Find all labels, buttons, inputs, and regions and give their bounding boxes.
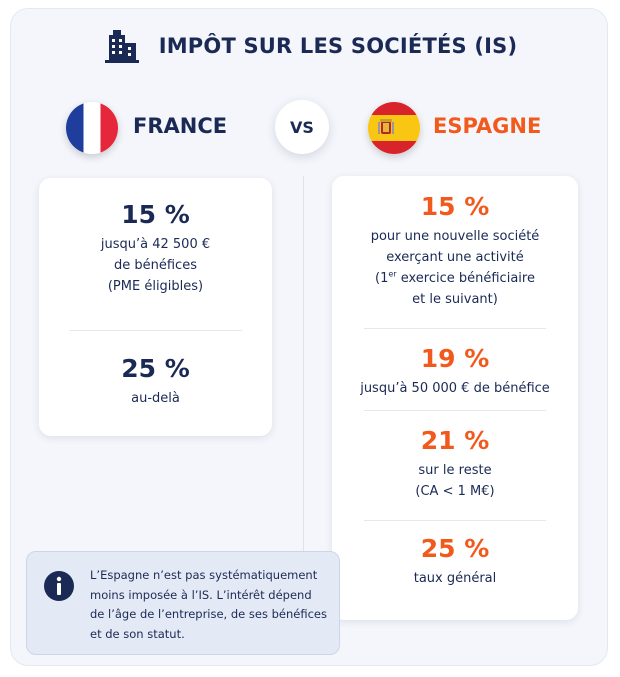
- separator: [364, 328, 546, 329]
- separator: [364, 410, 546, 411]
- spain-rate: 25 %: [420, 534, 490, 563]
- country-row: FRANCE VS ESPAGNE: [0, 100, 620, 156]
- desc-line: taux général: [413, 571, 497, 586]
- spain-rate-block: 15 % pour une nouvelle société exerçant …: [332, 192, 578, 310]
- desc-line: au-delà: [131, 391, 180, 406]
- spain-rate-block: 19 % jusqu’à 50 000 € de bénéfice: [332, 344, 578, 399]
- info-line: et de son statut.: [90, 626, 185, 641]
- france-flag-icon: [66, 102, 118, 154]
- spain-rate-block: 21 % sur le reste (CA < 1 M€): [332, 426, 578, 502]
- desc-line: exerçant une activité: [386, 250, 524, 265]
- info-note: L’Espagne n’est pas systématiquement moi…: [26, 551, 340, 655]
- building-icon: [104, 30, 139, 63]
- desc-line: (PME éligibles): [107, 279, 204, 294]
- france-label: FRANCE: [133, 114, 228, 138]
- spain-label: ESPAGNE: [433, 114, 542, 138]
- france-panel: 15 % jusqu’à 42 500 € de bénéfices (PME …: [39, 178, 272, 436]
- desc-text: exercice bénéficiaire: [396, 271, 535, 286]
- desc-line: (1er exercice bénéficiaire: [332, 268, 578, 289]
- info-line: de l’âge de l’entreprise, de ses bénéfic…: [90, 607, 327, 621]
- france-rate-block: 15 % jusqu’à 42 500 € de bénéfices (PME …: [39, 200, 272, 297]
- desc-line: de bénéfices: [114, 258, 197, 273]
- vs-badge: VS: [275, 100, 329, 154]
- spain-panel: 15 % pour une nouvelle société exerçant …: [332, 176, 578, 620]
- spain-rate: 15 %: [420, 192, 490, 221]
- column-divider: [303, 176, 304, 636]
- spain-rate-desc: jusqu’à 50 000 € de bénéfice: [332, 378, 578, 399]
- spain-rate-desc: sur le reste (CA < 1 M€): [332, 460, 578, 502]
- france-rate: 25 %: [121, 354, 190, 383]
- spain-rate-desc: pour une nouvelle société exerçant une a…: [332, 226, 578, 310]
- spain-rate: 21 %: [420, 426, 490, 455]
- spain-rate-block: 25 % taux général: [332, 534, 578, 589]
- separator: [69, 330, 242, 331]
- france-rate-desc: jusqu’à 42 500 € de bénéfices (PME éligi…: [39, 234, 272, 297]
- info-text: L’Espagne n’est pas systématiquement moi…: [90, 566, 335, 644]
- desc-line: jusqu’à 50 000 € de bénéfice: [360, 381, 550, 396]
- info-line: moins imposée à l’IS. L’intérêt dépend: [90, 587, 312, 602]
- desc-line: pour une nouvelle société: [370, 229, 540, 244]
- spain-rate: 19 %: [420, 344, 490, 373]
- desc-line: (CA < 1 M€): [415, 484, 495, 499]
- france-rate-block: 25 % au-delà: [39, 354, 272, 409]
- info-icon: [44, 571, 74, 601]
- info-line: L’Espagne n’est pas systématiquement: [90, 568, 318, 582]
- spain-flag-icon: [368, 102, 420, 154]
- header: IMPÔT SUR LES SOCIÉTÉS (IS): [0, 24, 620, 68]
- page-title: IMPÔT SUR LES SOCIÉTÉS (IS): [158, 34, 518, 58]
- desc-text: (1: [375, 271, 389, 286]
- desc-line: et le suivant): [412, 292, 498, 307]
- france-rate-desc: au-delà: [39, 388, 272, 409]
- desc-line: sur le reste: [418, 463, 492, 478]
- spain-rate-desc: taux général: [332, 568, 578, 589]
- ordinal-sup: er: [388, 269, 397, 279]
- france-rate: 15 %: [121, 200, 190, 229]
- desc-line: jusqu’à 42 500 €: [100, 237, 211, 252]
- separator: [364, 520, 546, 521]
